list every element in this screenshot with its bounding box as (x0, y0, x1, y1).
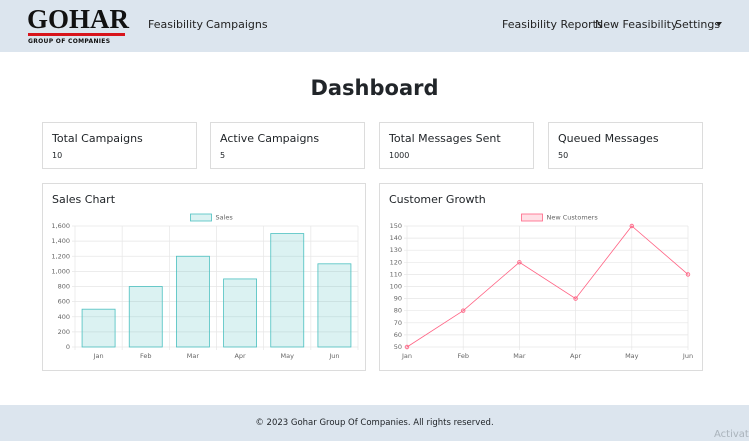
watermark: Activat (714, 429, 749, 440)
nav-link[interactable]: Feasibility Reports (502, 18, 603, 31)
nav-link[interactable]: New Feasibility (595, 18, 677, 31)
y-tick-label: 600 (58, 298, 70, 306)
x-tick-label: Apr (570, 352, 582, 360)
card-value: 50 (558, 151, 568, 160)
card-title: Total Campaigns (52, 132, 143, 145)
y-tick-label: 80 (394, 307, 402, 315)
logo-bar (28, 33, 125, 36)
y-tick-label: 1,600 (51, 222, 70, 230)
y-tick-label: 50 (394, 343, 402, 351)
legend-label: Sales (216, 214, 234, 222)
page-title: Dashboard (0, 76, 749, 100)
x-tick-label: Jan (93, 352, 104, 360)
card-title: Active Campaigns (220, 132, 319, 145)
stat-card: Active Campaigns 5 (210, 122, 365, 169)
card-value: 10 (52, 151, 62, 160)
y-tick-label: 1,400 (51, 237, 70, 245)
card-value: 5 (220, 151, 225, 160)
x-tick-label: Jun (682, 352, 693, 360)
bar (271, 234, 304, 347)
nav-dropdown[interactable]: Settings (675, 18, 720, 31)
point (630, 224, 634, 228)
stat-card: Total Campaigns 10 (42, 122, 197, 169)
y-tick-label: 60 (394, 331, 402, 339)
y-tick-label: 90 (394, 295, 402, 303)
y-tick-label: 400 (58, 313, 70, 321)
chart-panel: 0 200 400 600 800 1,000 1,200 1,400 1,600 Jan Feb M… (42, 183, 366, 371)
bar (129, 287, 162, 348)
stat-card: Queued Messages 50 (548, 122, 703, 169)
bar (82, 309, 115, 347)
point (461, 309, 465, 313)
x-tick-label: May (625, 352, 639, 360)
point (686, 273, 690, 277)
y-tick-label: 130 (390, 246, 402, 254)
x-tick-label: Feb (140, 352, 152, 360)
footer: © 2023 Gohar Group Of Companies. All rig… (0, 405, 749, 441)
y-tick-label: 150 (390, 222, 402, 230)
footer-text: © 2023 Gohar Group Of Companies. All rig… (0, 418, 749, 428)
dropdown-caret[interactable] (716, 22, 722, 26)
x-tick-label: Mar (513, 352, 526, 360)
chart-title: Customer Growth (389, 193, 486, 206)
y-tick-label: 100 (390, 283, 402, 291)
x-tick-label: May (281, 352, 295, 360)
card-title: Queued Messages (558, 132, 659, 145)
nav-link[interactable]: Feasibility (148, 18, 203, 31)
x-tick-label: Mar (187, 352, 200, 360)
chart-title: Sales Chart (52, 193, 115, 206)
legend-label: New Customers (547, 214, 599, 222)
navbar: GOHAR GROUP OF COMPANIES Feasibility Cam… (0, 0, 749, 52)
x-tick-label: Apr (234, 352, 246, 360)
y-tick-label: 200 (58, 328, 70, 336)
legend-swatch (522, 214, 543, 221)
chart: 0 200 400 600 800 1,000 1,200 1,400 1,600 Jan Feb M… (43, 184, 365, 370)
logo-tagline: GROUP OF COMPANIES (28, 38, 110, 45)
bar (318, 264, 351, 347)
bar (176, 256, 209, 347)
point (574, 297, 578, 301)
legend-swatch (191, 214, 212, 221)
x-tick-label: Feb (457, 352, 469, 360)
point (405, 345, 409, 349)
logo[interactable]: GOHAR (27, 5, 129, 33)
y-tick-label: 140 (390, 234, 402, 242)
bar (224, 279, 257, 347)
nav-link[interactable]: Campaigns (206, 18, 268, 31)
chart: 50 60 70 80 90 100 110 120 130 140 150 Jan Feb Mar Apr… (380, 184, 702, 370)
y-tick-label: 1,200 (51, 252, 70, 260)
y-tick-label: 70 (394, 319, 402, 327)
card-value: 1000 (389, 151, 409, 160)
y-tick-label: 1,000 (51, 267, 70, 275)
card-title: Total Messages Sent (389, 132, 501, 145)
y-tick-label: 0 (66, 343, 70, 351)
y-tick-label: 800 (58, 283, 70, 291)
y-tick-label: 120 (390, 258, 402, 266)
chart-panel: 50 60 70 80 90 100 110 120 130 140 150 Jan Feb Mar Apr… (379, 183, 703, 371)
y-tick-label: 110 (390, 270, 402, 278)
stat-card: Total Messages Sent 1000 (379, 122, 534, 169)
x-tick-label: Jun (328, 352, 339, 360)
x-tick-label: Jan (401, 352, 412, 360)
point (518, 261, 522, 265)
